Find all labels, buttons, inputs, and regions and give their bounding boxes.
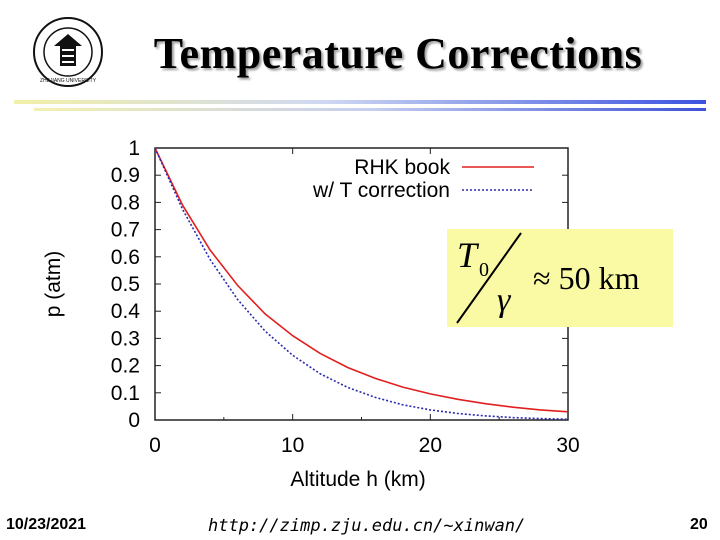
- y-axis-ticks: 0 0.1 0.2 0.3 0.4 0.5 0.6 0.7 0.8 0.9 1: [111, 137, 568, 432]
- x-axis-label: Altitude h (km): [290, 468, 425, 491]
- series-line-rhk-book: [154, 147, 569, 413]
- seal-text: ZHEJIANG UNIVERSITY: [40, 78, 97, 84]
- x-tick-label: 20: [419, 434, 442, 457]
- formula-denominator: γ: [497, 282, 512, 319]
- y-tick-label: 0: [128, 409, 140, 432]
- university-seal-logo: ZHEJIANG UNIVERSITY: [33, 17, 103, 87]
- series-line-t-correction: [154, 147, 569, 420]
- y-tick-label: 0.6: [111, 246, 140, 269]
- x-tick-label: 10: [281, 434, 304, 457]
- formula-graphic: T 0 γ ≈ 50 km: [456, 232, 640, 324]
- legend-label: RHK book: [354, 156, 450, 179]
- formula-fraction-slash: [456, 232, 522, 324]
- formula-subscript: 0: [479, 259, 489, 281]
- legend-label: w/ T correction: [312, 179, 450, 202]
- y-tick-label: 1: [128, 137, 140, 160]
- footer-url-link[interactable]: http://zimp.zju.edu.cn/~xinwan/: [208, 516, 526, 536]
- y-tick-label: 0.4: [111, 300, 141, 323]
- page-number: 20: [690, 516, 708, 533]
- x-tick-label: 0: [149, 434, 161, 457]
- formula-numerator: T: [457, 235, 480, 275]
- footer-date: 10/23/2021: [6, 516, 87, 533]
- formula-approximation: ≈ 50 km: [533, 260, 640, 296]
- x-axis-ticks: 0 10 20 30: [149, 148, 580, 457]
- y-tick-label: 0.9: [111, 164, 140, 187]
- y-tick-label: 0.1: [111, 382, 140, 405]
- data-series: [154, 147, 569, 420]
- y-axis-label: p (atm): [42, 251, 65, 318]
- title-divider-bottom: [34, 108, 706, 111]
- y-tick-label: 0.8: [111, 191, 140, 214]
- scale-height-formula: T 0 γ ≈ 50 km: [447, 229, 673, 327]
- y-tick-label: 0.2: [111, 355, 140, 378]
- title-divider-top: [14, 100, 706, 104]
- x-tick-label: 30: [556, 434, 579, 457]
- y-tick-label: 0.5: [111, 273, 140, 296]
- slide-title: Temperature Corrections: [153, 29, 643, 78]
- y-tick-label: 0.3: [111, 327, 140, 350]
- y-tick-label: 0.7: [111, 219, 140, 242]
